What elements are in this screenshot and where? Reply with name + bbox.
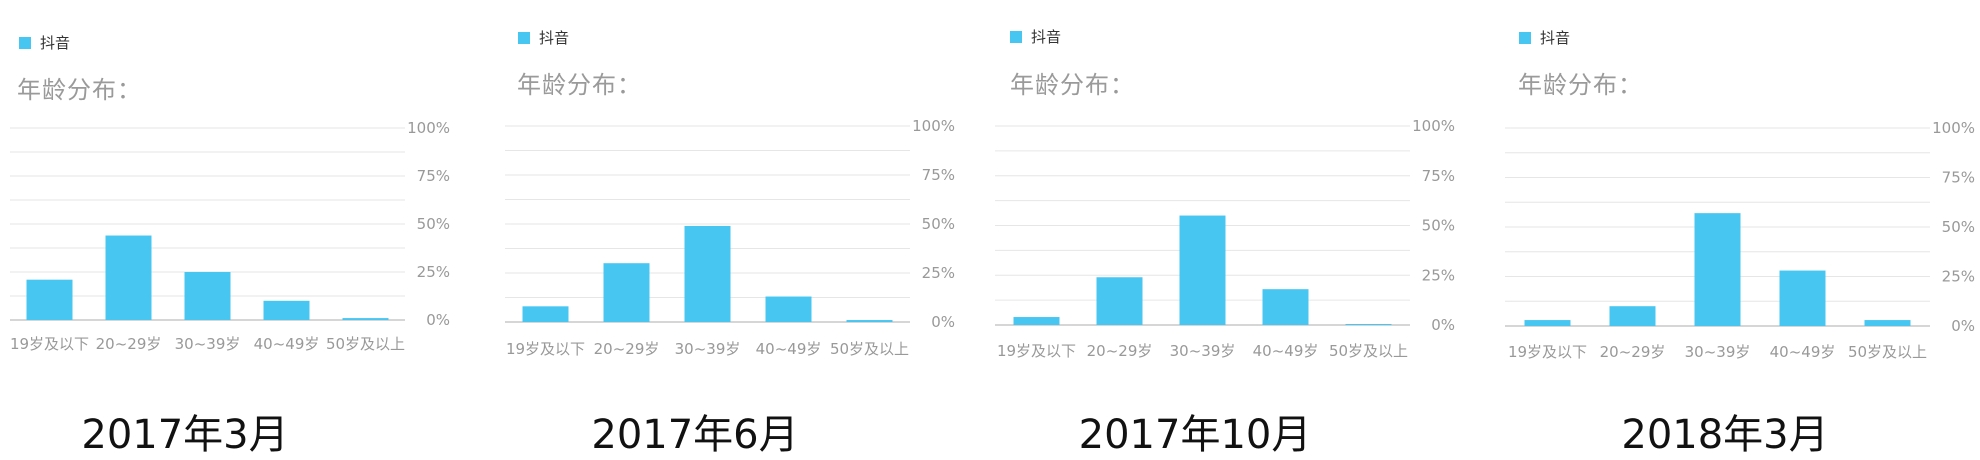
x-category-label: 30~39岁	[175, 335, 241, 353]
x-category-label: 40~49岁	[1770, 343, 1836, 361]
x-category-label: 19岁及以下	[506, 340, 585, 358]
y-tick-label: 100%	[1412, 117, 1455, 135]
bar-1	[26, 279, 73, 320]
bar-2	[105, 235, 152, 320]
bar-2	[1096, 277, 1143, 325]
legend: 抖音	[19, 32, 70, 53]
y-tick-label: 50%	[922, 215, 955, 233]
bar-5	[846, 320, 893, 322]
y-tick-label: 25%	[1422, 266, 1455, 284]
bar-3	[1179, 215, 1226, 325]
x-category-label: 20~29岁	[1087, 342, 1153, 360]
chart-caption: 2017年3月	[81, 412, 289, 458]
x-category-label: 30~39岁	[675, 340, 741, 358]
chart-subtitle: 年龄分布：	[1518, 71, 1643, 99]
y-tick-label: 75%	[417, 167, 450, 185]
bar-4	[1262, 289, 1309, 325]
bar-3	[184, 272, 231, 320]
bar-1	[1524, 320, 1571, 326]
bar-chart: 0% 25% 50% 75% 100% 19岁及以下 20~29岁 30~39岁 40~49岁 5…	[10, 119, 450, 353]
bar-5	[342, 318, 389, 320]
bar-1	[522, 306, 569, 322]
x-category-label: 20~29岁	[96, 335, 162, 353]
chart-caption: 2017年10月	[1078, 412, 1312, 458]
chart-panel-2017-03: 抖音 年龄分布： 0% 25% 50% 75% 100% 19岁及以下 20~29岁 30~3…	[0, 0, 495, 460]
legend-label: 抖音	[40, 34, 71, 52]
bar-chart: 0% 25% 50% 75% 100% 19岁及以下 20~29岁 30~39岁 40~49岁 5…	[995, 117, 1455, 360]
y-tick-label: 25%	[417, 263, 450, 281]
legend-label: 抖音	[539, 29, 570, 47]
chart-panel-2018-03: 抖音 年龄分布： 0% 25% 50% 75% 100% 19岁及以下 20~29岁 30~3…	[1485, 0, 1980, 460]
y-tick-label: 75%	[1942, 169, 1975, 187]
bar-5	[1864, 320, 1911, 326]
x-category-label: 50岁及以上	[1329, 342, 1408, 360]
bar-4	[263, 300, 310, 320]
bar-2	[603, 263, 650, 322]
x-category-label: 50岁及以上	[830, 340, 909, 358]
bar-4	[1779, 270, 1826, 326]
y-tick-label: 50%	[417, 215, 450, 233]
legend-swatch-icon	[518, 31, 530, 44]
y-tick-label: 0%	[426, 311, 450, 329]
x-category-label: 19岁及以下	[997, 342, 1076, 360]
bar-1	[1013, 317, 1060, 325]
chart-subtitle: 年龄分布：	[517, 71, 642, 99]
x-category-label: 20~29岁	[594, 340, 660, 358]
x-category-label: 50岁及以上	[1848, 343, 1927, 361]
chart-subtitle: 年龄分布：	[17, 76, 142, 104]
bar-chart: 0% 25% 50% 75% 100% 19岁及以下 20~29岁 30~39岁 40~49岁 5…	[505, 117, 955, 358]
y-tick-label: 100%	[1932, 119, 1975, 137]
y-tick-label: 0%	[1951, 317, 1975, 335]
x-category-label: 40~49岁	[1253, 342, 1319, 360]
legend-swatch-icon	[1519, 31, 1531, 44]
y-tick-label: 75%	[922, 166, 955, 184]
legend-swatch-icon	[19, 36, 31, 49]
legend-label: 抖音	[1540, 29, 1571, 47]
chart-panel-2017-06: 抖音 年龄分布： 0% 25% 50% 75% 100% 19岁及以下 20~29岁 30~3…	[495, 0, 990, 460]
bar-chart: 0% 25% 50% 75% 100% 19岁及以下 20~29岁 30~39岁 40~49岁 5…	[1505, 119, 1975, 361]
x-category-label: 19岁及以下	[1508, 343, 1587, 361]
x-category-label: 30~39岁	[1685, 343, 1751, 361]
legend-label: 抖音	[1031, 28, 1062, 46]
bar-5	[1345, 324, 1392, 325]
x-category-label: 20~29岁	[1600, 343, 1666, 361]
legend: 抖音	[518, 27, 569, 48]
y-tick-label: 100%	[912, 117, 955, 135]
y-tick-label: 100%	[407, 119, 450, 137]
x-category-label: 19岁及以下	[10, 335, 89, 353]
x-category-label: 40~49岁	[756, 340, 822, 358]
chart-caption: 2018年3月	[1621, 412, 1829, 458]
y-tick-label: 50%	[1422, 217, 1455, 235]
bar-4	[765, 296, 812, 322]
y-tick-label: 50%	[1942, 218, 1975, 236]
chart-caption: 2017年6月	[591, 412, 799, 458]
y-tick-label: 0%	[931, 313, 955, 331]
y-tick-label: 0%	[1431, 316, 1455, 334]
x-category-label: 40~49岁	[254, 335, 320, 353]
y-tick-label: 25%	[1942, 268, 1975, 286]
x-category-label: 50岁及以上	[326, 335, 405, 353]
y-tick-label: 25%	[922, 264, 955, 282]
x-category-label: 30~39岁	[1170, 342, 1236, 360]
bar-3	[1694, 213, 1741, 326]
legend: 抖音	[1010, 26, 1061, 47]
chart-subtitle: 年龄分布：	[1010, 71, 1135, 99]
y-tick-label: 75%	[1422, 167, 1455, 185]
bar-2	[1609, 306, 1656, 326]
legend: 抖音	[1519, 27, 1570, 48]
legend-swatch-icon	[1010, 30, 1022, 43]
bar-3	[684, 225, 731, 322]
chart-panel-2017-10: 抖音 年龄分布： 0% 25% 50% 75% 100% 19岁及以下 20~29岁 30~3…	[990, 0, 1485, 460]
